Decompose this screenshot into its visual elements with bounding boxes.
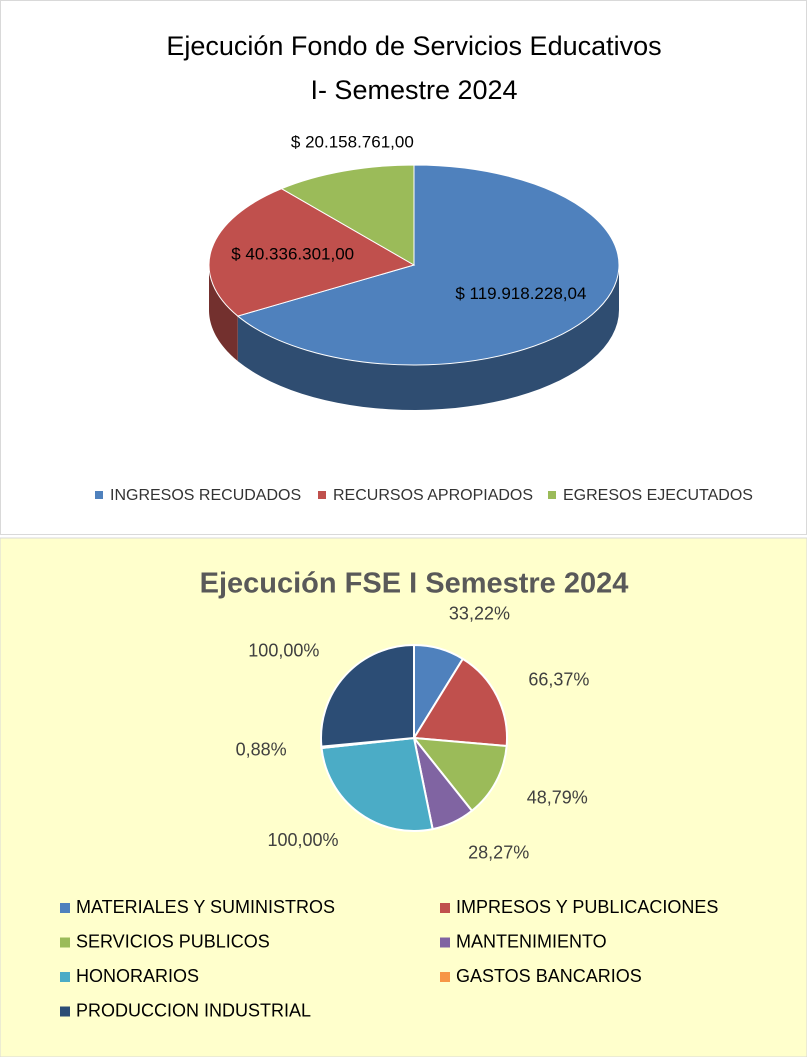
legend-label: MANTENIMIENTO — [456, 931, 607, 951]
data-label: 48,79% — [527, 787, 588, 807]
legend-label: HONORARIOS — [76, 966, 199, 986]
legend-label: RECURSOS APROPIADOS — [333, 487, 533, 504]
legend-marker — [318, 491, 326, 499]
slice — [208, 188, 416, 317]
legend-label: IMPRESOS Y PUBLICACIONES — [456, 897, 718, 917]
data-label: 0,88% — [236, 740, 287, 760]
legend-label: GASTOS BANCARIOS — [456, 966, 642, 986]
legend-marker — [440, 903, 450, 913]
data-label: 28,27% — [468, 843, 529, 863]
data-label: $ 40.336.301,00 — [231, 245, 354, 264]
legend-label: MATERIALES Y SUMINISTROS — [76, 897, 335, 917]
legend-marker — [95, 491, 103, 499]
data-label: $ 119.918.228,04 — [455, 284, 586, 303]
slice — [411, 736, 508, 813]
slice — [280, 164, 415, 266]
data-label: 100,00% — [267, 830, 338, 850]
data-label: 33,22% — [449, 604, 510, 624]
legend-marker — [548, 491, 556, 499]
slice — [320, 643, 415, 748]
legend-marker — [440, 972, 450, 982]
data-label: 100,00% — [248, 641, 319, 661]
legend-label: SERVICIOS PUBLICOS — [76, 931, 270, 951]
chart-title: I- Semestre 2024 — [310, 75, 517, 105]
legend-label: PRODUCCION INDUSTRIAL — [76, 1000, 311, 1020]
legend-marker — [60, 937, 70, 948]
legend-marker — [60, 1006, 70, 1017]
slice — [412, 657, 508, 748]
legend-label: INGRESOS RECUDADOS — [110, 487, 301, 504]
chart-title: Ejecución Fondo de Servicios Educativos — [166, 31, 661, 61]
chart-title: Ejecución FSE I Semestre 2024 — [200, 568, 629, 600]
legend-marker — [440, 937, 450, 948]
slice-side — [209, 265, 238, 362]
slice-side — [237, 265, 619, 410]
legend-marker — [60, 903, 70, 913]
slice — [320, 736, 434, 832]
data-label: $ 20.158.761,00 — [291, 132, 414, 151]
legend-marker — [60, 972, 70, 982]
data-label: 66,37% — [528, 669, 589, 689]
legend-label: EGRESOS EJECUTADOS — [563, 487, 753, 504]
slice — [236, 164, 620, 366]
